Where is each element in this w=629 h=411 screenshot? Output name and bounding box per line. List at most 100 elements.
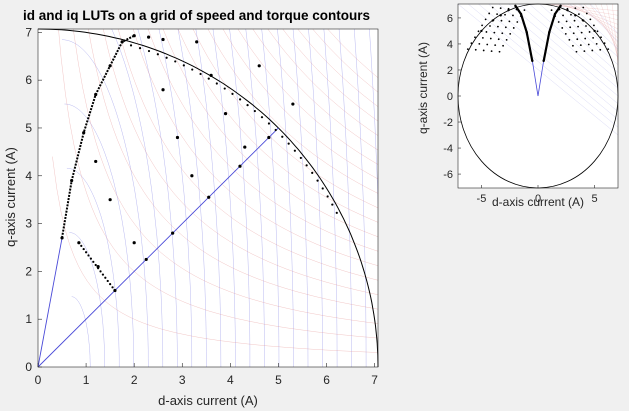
data-point	[564, 33, 567, 35]
curve-point	[97, 267, 100, 270]
data-point	[484, 18, 487, 21]
arc-point	[321, 187, 324, 190]
data-point	[477, 30, 480, 33]
data-point	[190, 174, 194, 178]
data-point	[583, 50, 586, 53]
data-point	[577, 25, 579, 28]
torque-contour	[595, 4, 618, 52]
curve-point	[77, 241, 80, 244]
data-point	[572, 32, 575, 35]
data-point	[573, 19, 576, 22]
data-point	[593, 29, 596, 33]
data-point	[494, 44, 497, 47]
speed-contour	[508, 4, 618, 97]
curve-point	[82, 247, 85, 251]
arc-point	[239, 98, 242, 101]
data-point	[550, 9, 553, 12]
curve-point	[106, 279, 109, 283]
torque-contour	[612, 4, 618, 66]
data-point	[592, 37, 595, 39]
arc-point	[311, 171, 314, 174]
x-tick-label: 4	[227, 373, 234, 387]
data-point	[474, 36, 476, 39]
data-point	[584, 37, 587, 40]
y-tick-label: 3	[25, 217, 32, 231]
data-point	[561, 27, 564, 29]
data-point	[108, 64, 112, 68]
main-chart-title: id and iq LUTs on a grid of speed and to…	[23, 8, 370, 23]
curve-point	[89, 257, 92, 260]
speed-contour	[71, 296, 91, 367]
speed-contour	[158, 29, 193, 367]
speed-contour	[518, 4, 618, 89]
data-point	[500, 19, 503, 22]
data-point	[243, 145, 247, 149]
inset-contours	[458, 4, 618, 136]
data-point	[580, 31, 583, 34]
y-tick-label: 4	[25, 169, 32, 183]
curve-point	[92, 260, 95, 263]
curve-point	[109, 283, 112, 286]
data-point	[574, 14, 577, 17]
data-point	[499, 14, 502, 17]
curve-point	[113, 289, 117, 292]
boundary-series	[542, 5, 562, 62]
data-point	[120, 40, 124, 44]
data-point	[482, 49, 485, 52]
x-tick-label: 6	[323, 373, 330, 387]
data-point	[507, 8, 510, 12]
arc-point	[147, 49, 151, 53]
boundary-series	[514, 5, 534, 62]
main-axes: 0 1 2 3 4 5 6 7 0 1 2 3 4 5 6 7	[25, 25, 379, 387]
data-point	[596, 30, 599, 33]
arc-point	[156, 53, 159, 56]
main-points	[60, 34, 338, 293]
data-point	[600, 36, 602, 39]
data-point	[566, 8, 569, 12]
torque-contour	[600, 4, 618, 57]
data-point	[562, 14, 564, 17]
data-point	[209, 73, 213, 77]
data-point	[525, 31, 528, 34]
data-point	[591, 49, 594, 52]
speed-contour	[458, 4, 618, 136]
torque-contour	[267, 29, 378, 136]
x-tick-label: 5	[275, 373, 282, 387]
torque-contour	[132, 29, 378, 266]
arc-point	[182, 64, 185, 67]
speed-contour	[61, 39, 149, 367]
speed-contour	[66, 167, 120, 367]
data-point	[207, 195, 211, 199]
data-point	[481, 24, 483, 27]
data-point	[579, 44, 582, 47]
curve-point	[94, 263, 97, 267]
data-point	[565, 20, 568, 23]
line-to-field-weakening	[37, 237, 63, 368]
data-point	[577, 13, 580, 16]
inset-chart: -5 0 5 -6 -4 -2 0 2 4 6 d-axis current (A) q-axis…	[416, 3, 619, 209]
data-point	[515, 8, 518, 11]
data-point	[474, 48, 477, 51]
arc-point	[316, 179, 319, 182]
arc-point	[199, 72, 202, 76]
arc-point	[129, 44, 133, 47]
torque-contour	[52, 156, 378, 353]
data-point	[553, 12, 557, 16]
torque-contour	[88, 29, 378, 310]
speed-contour	[195, 29, 222, 367]
data-point	[585, 12, 588, 15]
data-point	[504, 13, 506, 16]
x-tick-label: 0	[35, 373, 42, 387]
speed-contour	[478, 4, 618, 120]
curve-point	[87, 254, 90, 257]
arc-point	[246, 104, 249, 107]
curve-point	[104, 276, 107, 279]
main-chart: 0 1 2 3 4 5 6 7 0 1 2 3 4 5 6 7 id and iq LUTs on a gri…	[3, 8, 379, 408]
torque-contour	[297, 29, 378, 107]
data-point	[470, 42, 473, 45]
torque-contour	[589, 4, 618, 48]
data-point	[559, 4, 562, 8]
torque-contour	[544, 4, 618, 11]
data-point	[478, 42, 481, 45]
